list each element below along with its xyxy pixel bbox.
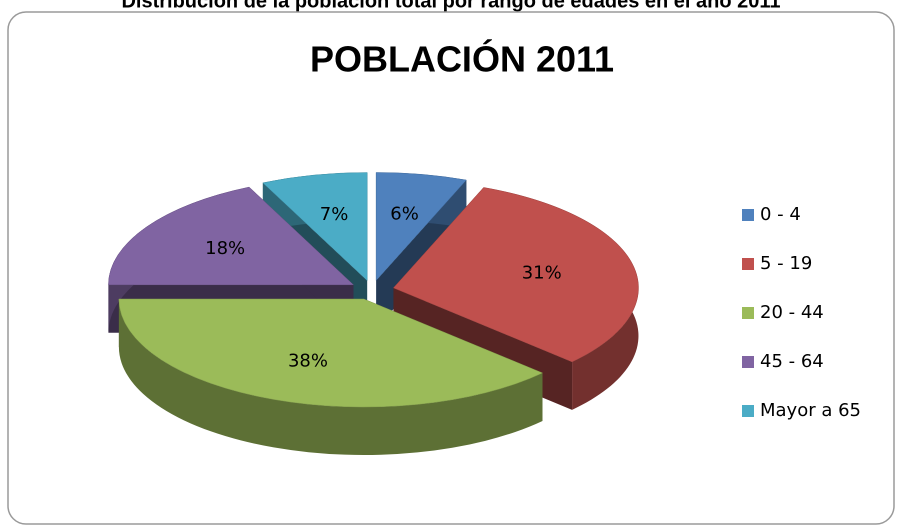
- legend-swatch: [742, 405, 754, 417]
- slice: [118, 298, 544, 408]
- legend-label: 0 - 4: [760, 204, 801, 225]
- data-label: 7%: [320, 204, 349, 225]
- pie-tops: [108, 172, 639, 408]
- slice-wall: [118, 299, 543, 456]
- slice: [262, 172, 368, 282]
- slice: [375, 172, 467, 282]
- pie-labels: 6% 31% 38% 18% 7%: [205, 204, 562, 372]
- legend-label: 5 - 19: [760, 253, 812, 274]
- legend-label: Mayor a 65: [760, 400, 861, 421]
- legend-swatch: [742, 258, 754, 270]
- legend-swatch: [742, 356, 754, 368]
- data-label: 18%: [205, 238, 245, 259]
- data-label: 31%: [522, 262, 562, 283]
- legend-swatch: [742, 209, 754, 221]
- legend-label: 20 - 44: [760, 302, 824, 323]
- data-label: 6%: [390, 204, 419, 225]
- legend-swatch: [742, 307, 754, 319]
- legend: 0 - 4 5 - 19 20 - 44 45 - 64 Mayor a 65: [742, 204, 861, 421]
- slice: [108, 186, 355, 286]
- chart-title: POBLACIÓN 2011: [310, 38, 614, 80]
- legend-label: 45 - 64: [760, 351, 824, 372]
- chart-subtitle: Distribución de la población total por r…: [121, 0, 780, 12]
- data-label: 38%: [288, 350, 328, 371]
- slice: [393, 187, 639, 363]
